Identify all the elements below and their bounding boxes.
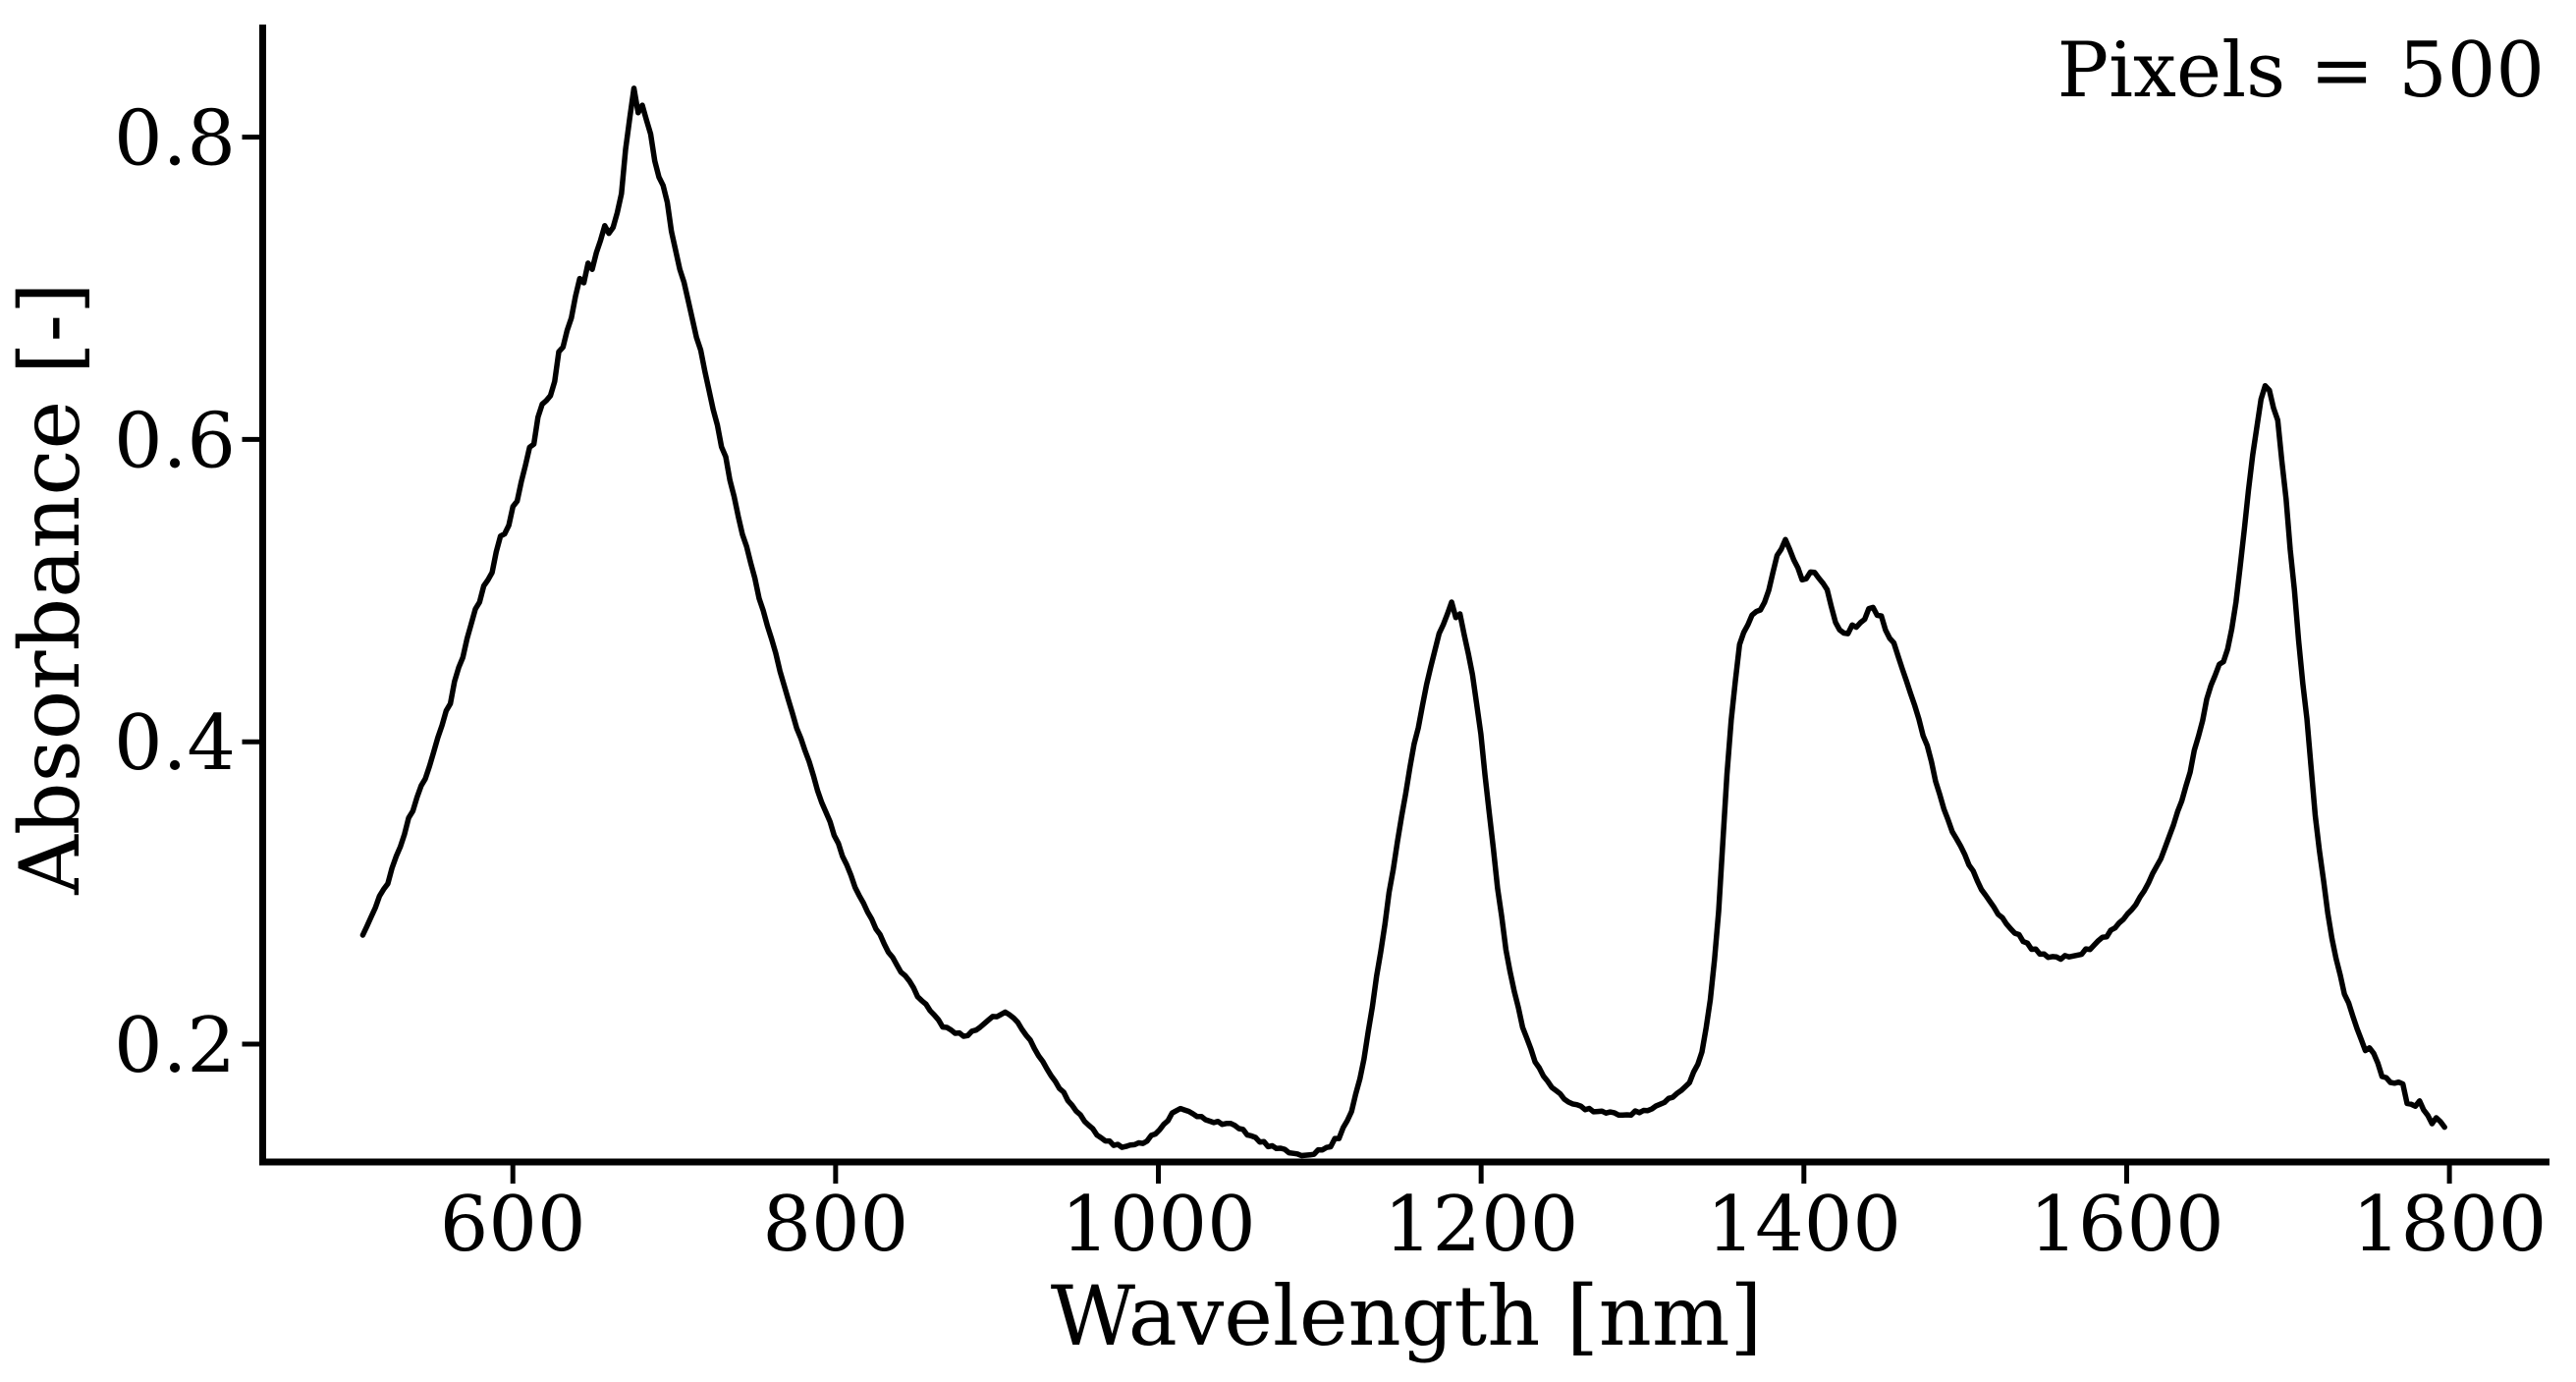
y-tick-label: 0.4 bbox=[114, 699, 236, 788]
x-axis-ticks: 600 800 1000 1200 1400 1600 1800 bbox=[440, 1162, 2548, 1269]
y-tick-label: 0.2 bbox=[114, 1002, 236, 1090]
x-tick-label: 1000 bbox=[1061, 1181, 1256, 1269]
annotation-pixels: Pixels = 500 bbox=[2057, 27, 2545, 115]
x-tick-label: 1800 bbox=[2352, 1181, 2548, 1269]
y-axis-ticks: 0.2 0.4 0.6 0.8 bbox=[114, 95, 263, 1090]
y-tick-label: 0.6 bbox=[114, 397, 236, 485]
y-tick-label: 0.8 bbox=[114, 95, 236, 184]
y-axis-label: Absorbance [-] bbox=[2, 282, 98, 896]
x-tick-label: 800 bbox=[762, 1181, 908, 1269]
x-tick-label: 1200 bbox=[1384, 1181, 1579, 1269]
x-tick-label: 600 bbox=[440, 1181, 586, 1269]
spectrum-line bbox=[359, 85, 2447, 1159]
plot-spines bbox=[259, 25, 2549, 1166]
x-tick-label: 1600 bbox=[2029, 1181, 2224, 1269]
x-tick-label: 1400 bbox=[1707, 1181, 1902, 1269]
x-axis-label: Wavelength [nm] bbox=[1051, 1268, 1763, 1364]
